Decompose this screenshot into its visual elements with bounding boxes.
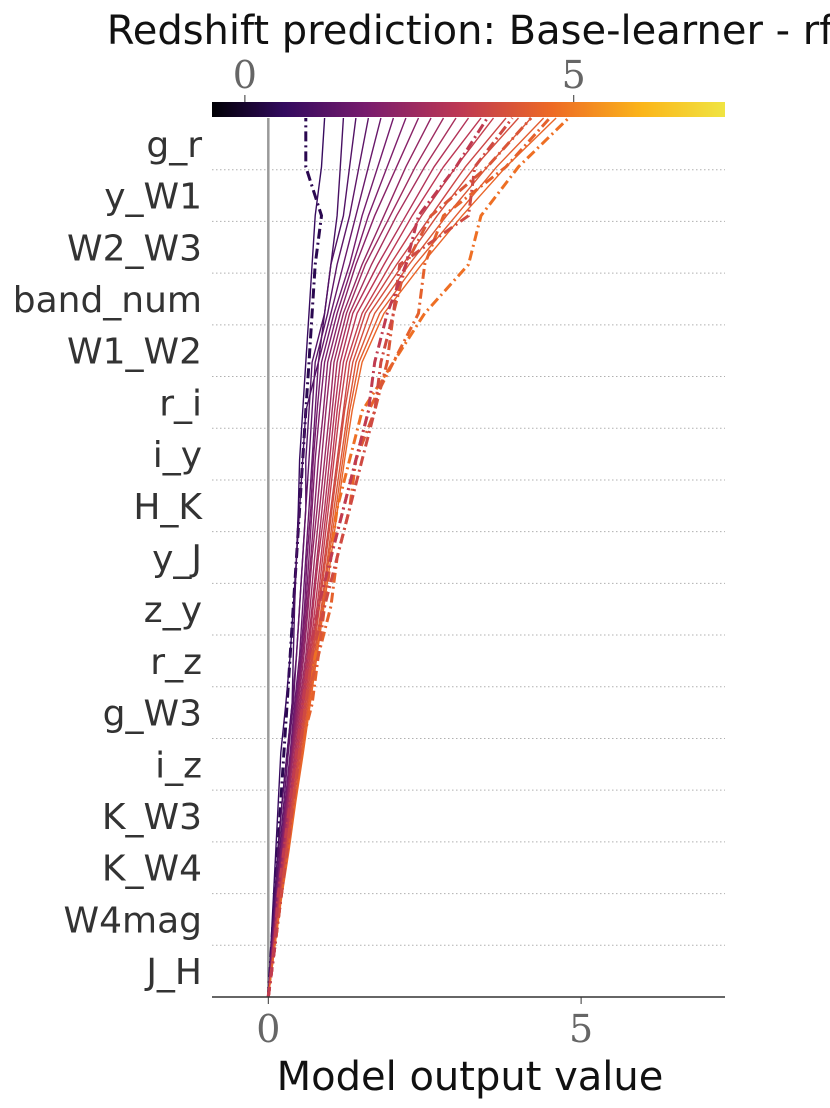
feature-label: W4mag (64, 900, 202, 941)
feature-label: r_i (159, 383, 202, 424)
x-tick-label: 0 (256, 1007, 280, 1051)
x-tick-label: 5 (569, 1007, 593, 1051)
feature-label: y_J (152, 539, 202, 580)
feature-label: g_r (146, 125, 202, 166)
decision-line (267, 117, 482, 998)
feature-label: J_H (144, 952, 202, 993)
feature-label: i_y (153, 435, 202, 476)
feature-label: i_z (155, 745, 202, 786)
decision-lines (266, 116, 570, 998)
colorbar-tick-label: 0 (233, 53, 257, 97)
colorbar (212, 102, 725, 117)
decision-line (267, 117, 445, 998)
decision-line (267, 117, 507, 998)
feature-label: z_y (144, 590, 202, 631)
feature-label: K_W4 (102, 849, 202, 890)
feature-label: r_z (150, 642, 202, 683)
feature-labels: g_r y_W1 W2_W3 band_num W1_W2 r_i i_y H_K y_J z_y… (13, 125, 204, 993)
feature-label: g_W3 (103, 694, 202, 735)
feature-label: W2_W3 (67, 228, 202, 269)
feature-label: H_K (133, 487, 203, 528)
x-axis-label: Model output value (277, 1054, 664, 1100)
colorbar-tick-label: 5 (562, 53, 586, 97)
decision-line (266, 117, 514, 998)
feature-label: band_num (13, 280, 202, 321)
feature-label: y_W1 (104, 177, 202, 218)
feature-label: W1_W2 (67, 332, 202, 373)
decision-line (266, 117, 489, 998)
decision-line (267, 117, 370, 998)
decision-line (267, 117, 420, 998)
chart-title: Redshift prediction: Base-learner - rf (107, 8, 830, 54)
feature-label: K_W3 (102, 797, 202, 838)
